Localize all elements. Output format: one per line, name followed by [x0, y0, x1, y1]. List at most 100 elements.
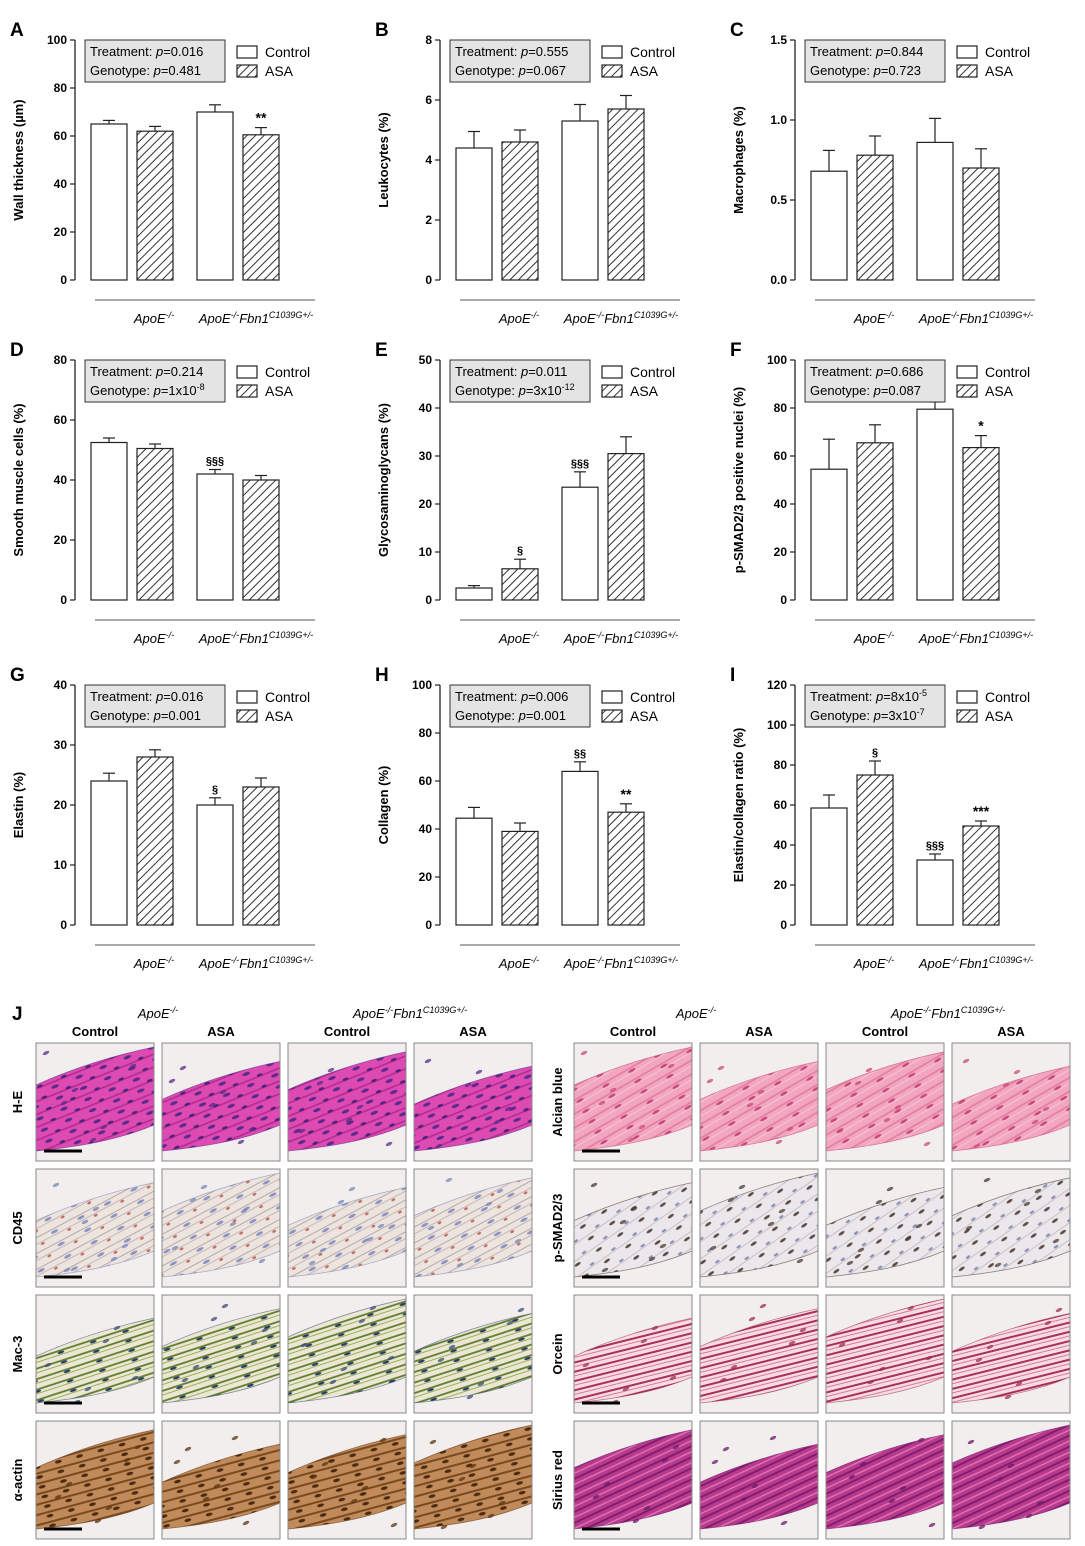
- significance-mark: §: [872, 747, 878, 759]
- histology-column-label: ASA: [459, 1024, 487, 1039]
- y-tick-label: 20: [419, 870, 433, 884]
- chart-panel-f: F 0 20 40 60 80 100 p-SMAD2/3 positive nuclei (…: [730, 340, 1035, 646]
- y-tick-label: 10: [54, 858, 68, 872]
- group-label-apoe-fbn1: ApoE-/-Fbn1C1039G+/-: [563, 630, 678, 646]
- y-tick-label: 80: [774, 401, 788, 415]
- y-tick-label: 0.0: [770, 273, 787, 287]
- legend-label-control: Control: [630, 689, 675, 705]
- histology-row-label: H-E: [10, 1090, 25, 1113]
- y-tick-label: 0: [60, 918, 67, 932]
- legend-label-asa: ASA: [630, 383, 659, 399]
- legend-label-control: Control: [265, 689, 310, 705]
- bar-control-apoe: [90, 441, 128, 601]
- legend-swatch-control: [956, 365, 978, 379]
- group-label-apoe: ApoE-/-: [498, 955, 539, 971]
- micrograph-tile: [35, 1168, 155, 1288]
- stats-box: [449, 684, 591, 728]
- histology-column-label: ASA: [997, 1024, 1025, 1039]
- chart-panel-g: G 0 10 20 30 40 Elastin (%) § ApoE-/- ApoE-/-Fbn1…: [10, 665, 315, 971]
- legend-label-control: Control: [265, 364, 310, 380]
- stats-genotype: Genotype: p=0.001: [90, 708, 201, 723]
- legend-swatch-control: [601, 45, 623, 59]
- micrograph-tile: [161, 1168, 281, 1288]
- histology-left: ApoE-/- ApoE-/-Fbn1C1039G+/- Control ASA Con…: [10, 1005, 533, 1540]
- histology-column-label: Control: [72, 1024, 118, 1039]
- significance-mark: §§§: [571, 458, 589, 470]
- micrograph-tile: [951, 1294, 1071, 1414]
- panel-letter: B: [375, 20, 389, 41]
- legend-label-asa: ASA: [265, 383, 294, 399]
- legend-swatch-control: [956, 690, 978, 704]
- legend-swatch-asa: [236, 384, 258, 398]
- y-tick-label: 80: [419, 726, 433, 740]
- micrograph-tile: [825, 1420, 945, 1540]
- micrograph-tile: [573, 1168, 693, 1288]
- y-tick-label: 40: [419, 822, 433, 836]
- panel-letter: F: [730, 340, 742, 361]
- stats-box: [804, 359, 946, 403]
- micrograph-tile: [35, 1042, 155, 1162]
- micrograph-tile: [951, 1042, 1071, 1162]
- group-label-apoe: ApoE-/-: [853, 955, 894, 971]
- stats-box: [449, 39, 591, 83]
- histology-column-label: Control: [610, 1024, 656, 1039]
- y-tick-label: 40: [54, 678, 68, 692]
- micrograph-tile: [35, 1294, 155, 1414]
- histology-row-label: Mac-3: [10, 1336, 25, 1373]
- legend-label-asa: ASA: [985, 708, 1014, 724]
- group-label-apoe-fbn1: ApoE-/-Fbn1C1039G+/-: [563, 955, 678, 971]
- bar-control-apoe: [90, 123, 128, 281]
- y-axis-label: Macrophages (%): [731, 106, 746, 214]
- y-axis-label: Leukocytes (%): [376, 112, 391, 207]
- histology-row-label: Sirius red: [550, 1450, 565, 1510]
- bar-control-apoe-fbn1: [196, 111, 234, 281]
- micrograph-tile: [699, 1294, 819, 1414]
- panel-letter: H: [375, 665, 389, 686]
- bar-asa-apoe-fbn1: [962, 447, 1000, 601]
- y-tick-label: 20: [54, 225, 68, 239]
- stats-genotype: Genotype: p=0.481: [90, 63, 201, 78]
- group-label-apoe: ApoE-/-: [133, 630, 174, 646]
- bar-asa-apoe: [136, 130, 174, 281]
- panel-letter: D: [10, 340, 24, 361]
- y-tick-label: 1.5: [770, 33, 787, 47]
- legend-swatch-asa: [236, 64, 258, 78]
- legend-label-asa: ASA: [630, 63, 659, 79]
- legend-swatch-asa: [956, 709, 978, 723]
- bar-control-apoe-fbn1: [561, 486, 599, 601]
- panel-letter: A: [10, 20, 24, 41]
- legend-label-asa: ASA: [985, 383, 1014, 399]
- histology-column-label: ASA: [207, 1024, 235, 1039]
- y-axis-label: Elastin (%): [11, 772, 26, 838]
- chart-panel-b: B 0 2 4 6 8 Leukocytes (%) ApoE-/- ApoE-/-Fbn1C1…: [375, 20, 680, 326]
- histology-right: ApoE-/- ApoE-/-Fbn1C1039G+/- Control ASA Con…: [550, 1005, 1071, 1540]
- bar-control-apoe: [455, 817, 493, 926]
- stats-treatment: Treatment: p=0.011: [455, 364, 567, 379]
- micrograph-tile: [951, 1420, 1071, 1540]
- legend-label-control: Control: [630, 364, 675, 380]
- y-axis-label: Glycosaminoglycans (%): [376, 403, 391, 557]
- legend-label-asa: ASA: [265, 63, 294, 79]
- bar-asa-apoe-fbn1: [607, 108, 645, 281]
- group-label-apoe-fbn1: ApoE-/-Fbn1C1039G+/-: [918, 630, 1033, 646]
- y-axis-label: p-SMAD2/3 positive nuclei (%): [731, 387, 746, 573]
- y-tick-label: 60: [774, 798, 788, 812]
- bar-control-apoe: [455, 587, 493, 601]
- y-tick-label: 20: [54, 798, 68, 812]
- y-tick-label: 40: [774, 838, 788, 852]
- stats-treatment: Treatment: p=0.214: [90, 364, 203, 379]
- micrograph-tile: [413, 1294, 533, 1414]
- legend-swatch-asa: [601, 64, 623, 78]
- chart-panel-i: I 0 20 40 60 80 100 120 Elastin/collagen ratio (…: [730, 665, 1035, 971]
- bar-control-apoe-fbn1: [561, 770, 599, 926]
- significance-mark: *: [978, 418, 984, 434]
- y-tick-label: 6: [425, 93, 432, 107]
- y-tick-label: 80: [774, 758, 788, 772]
- y-tick-label: 0.5: [770, 193, 787, 207]
- y-tick-label: 4: [425, 153, 432, 167]
- group-label-apoe-fbn1: ApoE-/-Fbn1C1039G+/-: [198, 955, 313, 971]
- y-tick-label: 120: [767, 678, 787, 692]
- bar-control-apoe: [810, 170, 848, 281]
- stats-treatment: Treatment: p=0.006: [455, 689, 568, 704]
- legend-swatch-control: [236, 365, 258, 379]
